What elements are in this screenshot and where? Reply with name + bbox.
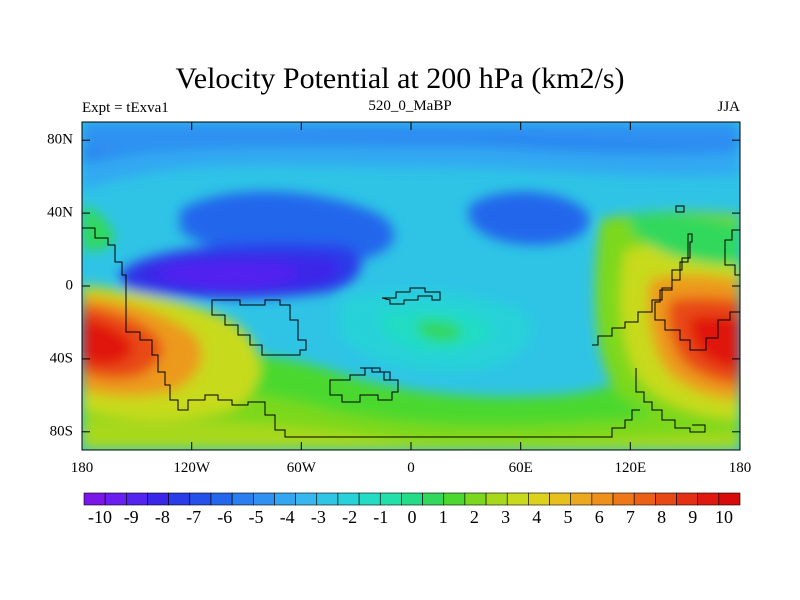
colorbar-box <box>570 492 593 506</box>
colorbar-box <box>147 492 169 506</box>
map-title: Velocity Potential at 200 hPa (km2/s) <box>175 62 625 95</box>
lon-label-60e: 60E <box>508 460 533 476</box>
colorbar-label: 0 <box>407 507 417 527</box>
colorbar-box <box>401 492 423 506</box>
colorbar-label: -10 <box>88 507 112 527</box>
colorbar-label: -3 <box>310 507 326 527</box>
contour-south-yellow <box>82 419 740 450</box>
colorbar-box <box>104 492 127 506</box>
colorbar-label: -6 <box>217 507 233 527</box>
contour-east-core <box>689 315 740 370</box>
coastline-europe <box>381 287 441 305</box>
coastline-indian-ocean <box>635 368 706 433</box>
experiment-label: Expt = tExva1 <box>82 100 169 116</box>
coastline-asia <box>592 233 740 351</box>
colorbar-label: -7 <box>186 507 202 527</box>
season-label: JJA <box>717 99 740 115</box>
coastline-americas <box>82 227 640 438</box>
colorbar-box <box>549 492 572 506</box>
lat-label-40s: 40S <box>49 350 73 367</box>
colorbar-box <box>612 492 635 506</box>
colorbar-box <box>252 492 275 506</box>
colorbar-label: 6 <box>594 507 604 527</box>
colorbar-label: 4 <box>532 507 542 527</box>
colorbar-box <box>210 492 233 506</box>
lon-label-60w: 60W <box>286 460 316 476</box>
colorbar-box <box>126 492 148 506</box>
colorbar <box>83 492 741 506</box>
contour-field <box>82 122 740 450</box>
coastline-south-america <box>211 299 307 356</box>
lat-label-0: 0 <box>65 277 74 294</box>
colorbar-label: -5 <box>248 507 264 527</box>
contour-northeast-green <box>629 213 740 265</box>
colorbar-box <box>443 492 466 506</box>
colorbar-label: 7 <box>625 507 635 527</box>
colorbar-box <box>168 492 191 506</box>
colorbar-label: -4 <box>279 507 295 527</box>
contour-atlantic-lobe <box>180 191 395 263</box>
colorbar-label: 1 <box>438 507 448 527</box>
lon-label-180w: 180 <box>70 460 94 476</box>
colorbar-box <box>655 492 677 506</box>
colorbar-box <box>528 492 550 506</box>
colorbar-label: 3 <box>501 507 511 527</box>
lon-label-180e: 180 <box>728 460 752 476</box>
lon-label-0: 0 <box>407 460 415 476</box>
case-label: 520_0_MaBP <box>368 98 452 114</box>
contour-central-core <box>416 320 463 342</box>
colorbar-box <box>295 492 318 506</box>
colorbar-label: 2 <box>469 507 479 527</box>
colorbar-box <box>506 492 529 506</box>
colorbar-label: -1 <box>373 507 389 527</box>
contour-north-core <box>82 122 740 151</box>
colorbar-label: -8 <box>154 507 170 527</box>
colorbar-label: 8 <box>657 507 667 527</box>
contour-asia-lobe <box>468 191 590 245</box>
contour-equatorial-core <box>160 262 298 288</box>
contour-west-core <box>82 318 133 365</box>
lat-label-80s: 80S <box>49 423 73 440</box>
colorbar-box <box>231 492 254 506</box>
colorbar-box <box>697 492 720 506</box>
colorbar-label: 9 <box>688 507 698 527</box>
colorbar-box <box>379 492 402 506</box>
lat-label-40n: 40N <box>47 204 73 221</box>
colorbar-box <box>485 492 508 506</box>
colorbar-box <box>422 492 445 506</box>
colorbar-label: -2 <box>342 507 358 527</box>
lat-label-80n: 80N <box>47 131 73 148</box>
colorbar-label: 10 <box>715 507 733 527</box>
lon-label-120e: 120E <box>614 460 647 476</box>
colorbar-label: -9 <box>123 507 139 527</box>
contour-northwest-green <box>82 205 115 251</box>
coastline-northeast <box>724 229 740 276</box>
coastline-pacific-island <box>675 205 685 213</box>
coastlines <box>82 205 740 438</box>
colorbar-box <box>83 492 106 506</box>
colorbar-box <box>189 492 212 506</box>
colorbar-box <box>633 492 656 506</box>
colorbar-box <box>274 492 296 506</box>
colorbar-box <box>316 492 339 506</box>
colorbar-box <box>464 492 487 506</box>
axis-ticks <box>81 122 741 450</box>
colorbar-box <box>337 492 360 506</box>
colorbar-label: 5 <box>563 507 573 527</box>
coastline-africa-island <box>360 367 390 381</box>
colorbar-box <box>676 492 698 506</box>
colorbar-box <box>718 492 741 506</box>
lon-label-120w: 120W <box>173 460 211 476</box>
colorbar-box <box>358 492 381 506</box>
colorbar-box <box>591 492 614 506</box>
coastline-africa <box>329 367 399 403</box>
